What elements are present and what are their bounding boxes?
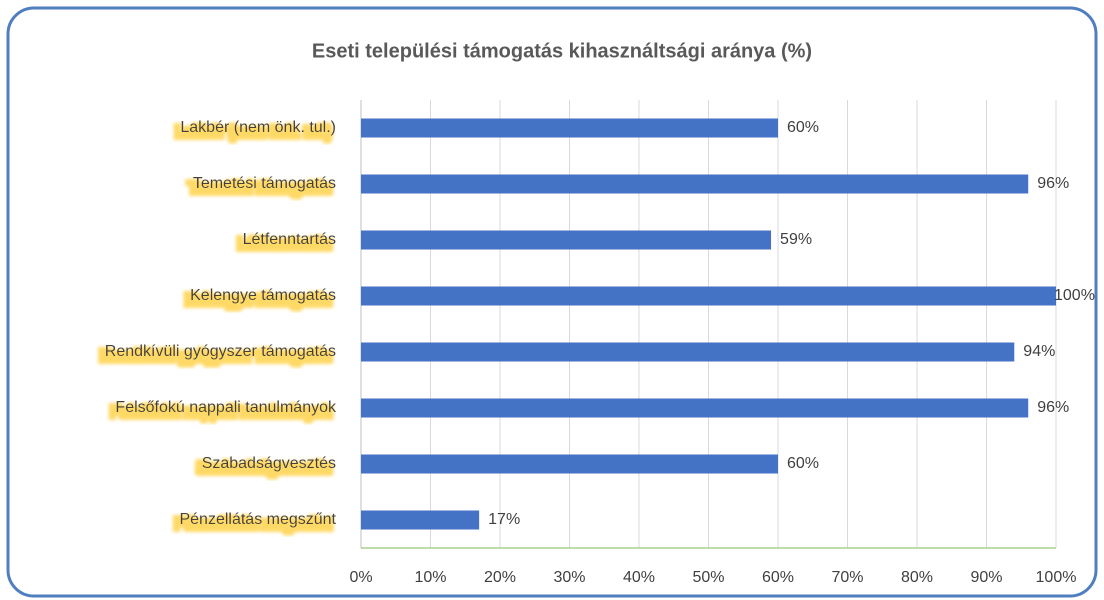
bar	[361, 230, 772, 250]
data-label: 94%	[1023, 343, 1055, 360]
data-label: 60%	[787, 455, 819, 472]
bar	[361, 398, 1029, 418]
y-tick-label: Kelengye támogatás	[190, 287, 336, 304]
x-tick-label: 100%	[1036, 569, 1077, 586]
bar	[361, 174, 1029, 194]
x-tick-label: 10%	[414, 569, 446, 586]
y-tick-label: Temetési támogatás	[193, 175, 336, 192]
y-tick-label: Felsőfokú nappali tanulmányok	[115, 399, 337, 416]
x-tick-label: 0%	[349, 569, 372, 586]
x-tick-label: 20%	[484, 569, 516, 586]
data-label: 60%	[787, 119, 819, 136]
bar	[361, 342, 1015, 362]
y-tick-label: Rendkívüli gyógyszer támogatás	[105, 343, 336, 360]
data-label: 17%	[488, 511, 520, 528]
bar	[361, 286, 1056, 306]
bar	[361, 454, 778, 474]
x-tick-label: 50%	[692, 569, 724, 586]
y-tick-label: Lakbér (nem önk. tul.)	[180, 119, 336, 136]
x-tick-label: 60%	[762, 569, 794, 586]
y-tick-label: Szabadságvesztés	[202, 455, 336, 472]
bar	[361, 118, 778, 138]
data-label: 96%	[1037, 175, 1069, 192]
x-tick-label: 70%	[831, 569, 863, 586]
x-tick-label: 80%	[901, 569, 933, 586]
data-label: 100%	[1054, 287, 1095, 304]
bar	[361, 510, 480, 530]
chart-title: Eseti települési támogatás kihasználtság…	[312, 40, 812, 62]
data-label: 96%	[1037, 399, 1069, 416]
x-tick-label: 90%	[970, 569, 1002, 586]
x-tick-label: 40%	[623, 569, 655, 586]
data-label: 59%	[780, 231, 812, 248]
y-tick-label: Létfenntartás	[243, 231, 336, 248]
x-tick-label: 30%	[553, 569, 585, 586]
y-tick-label: Pénzellátás megszűnt	[179, 511, 336, 528]
